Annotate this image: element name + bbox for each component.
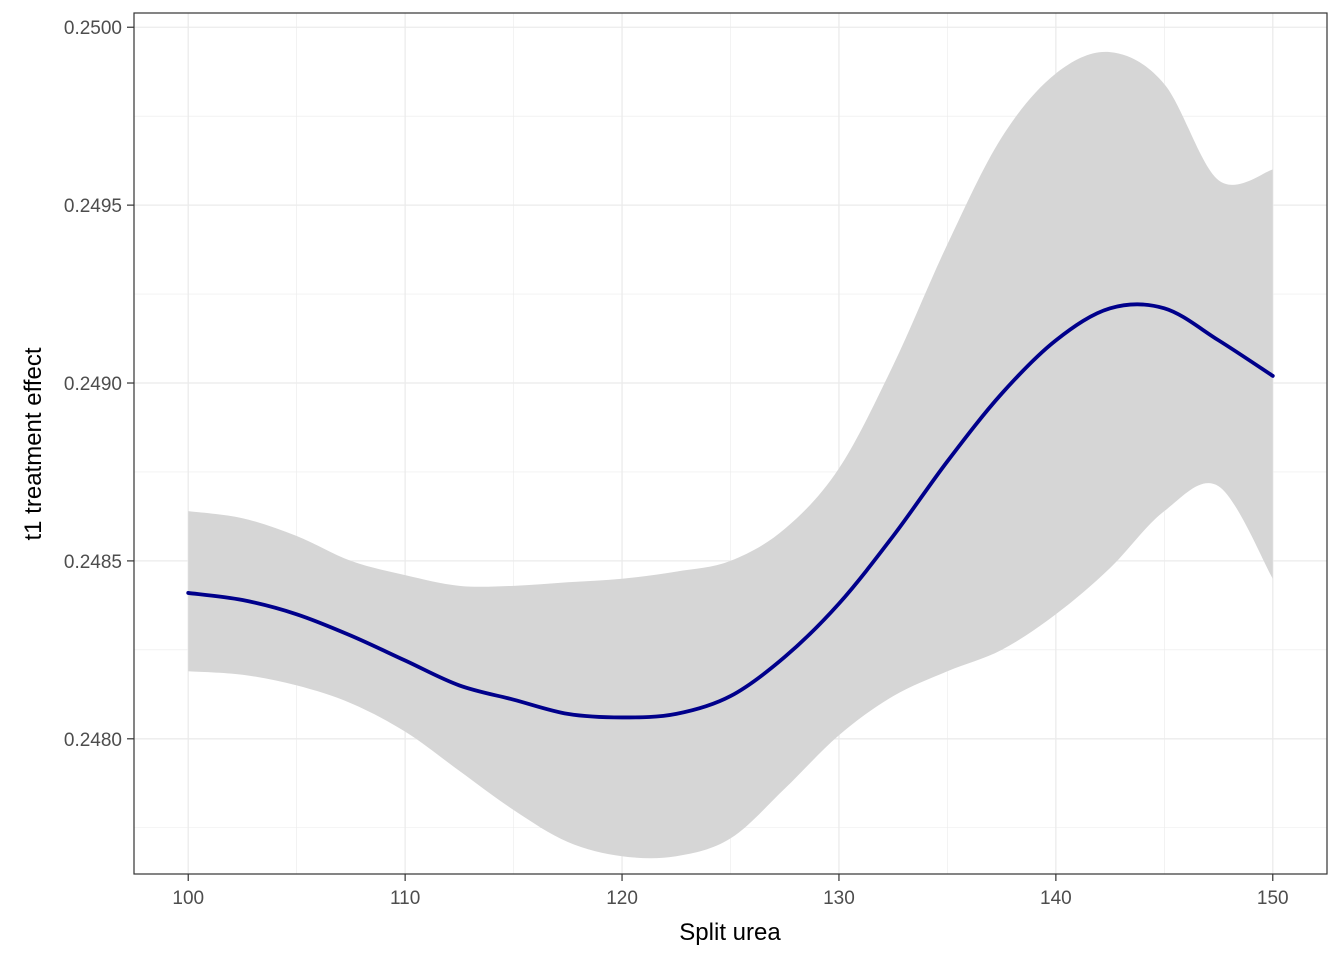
x-tick-label: 140 [1040, 888, 1072, 909]
confidence-band [188, 51, 1273, 859]
x-tick-label: 110 [390, 888, 420, 909]
x-tick-label: 120 [606, 888, 638, 909]
x-tick-label: 100 [172, 888, 204, 909]
y-tick-label: 0.2495 [64, 196, 122, 217]
panel-border [133, 12, 1328, 875]
y-tick-label: 0.2480 [64, 730, 122, 751]
x-tick-label: 150 [1257, 888, 1289, 909]
y-tick-label: 0.2500 [64, 18, 122, 39]
x-axis-title: Split urea [679, 919, 781, 946]
y-tick-label: 0.2490 [64, 374, 122, 395]
x-axis: 100 110 120 130 140 150 [172, 874, 1289, 909]
y-tick-label: 0.2485 [64, 552, 122, 573]
fitted-line [186, 302, 1275, 720]
y-axis: 0.2480 0.2485 0.2490 0.2495 0.2500 [64, 18, 134, 751]
x-tick-label: 130 [823, 888, 855, 909]
y-axis-title: t1 treatment effect [20, 347, 47, 540]
